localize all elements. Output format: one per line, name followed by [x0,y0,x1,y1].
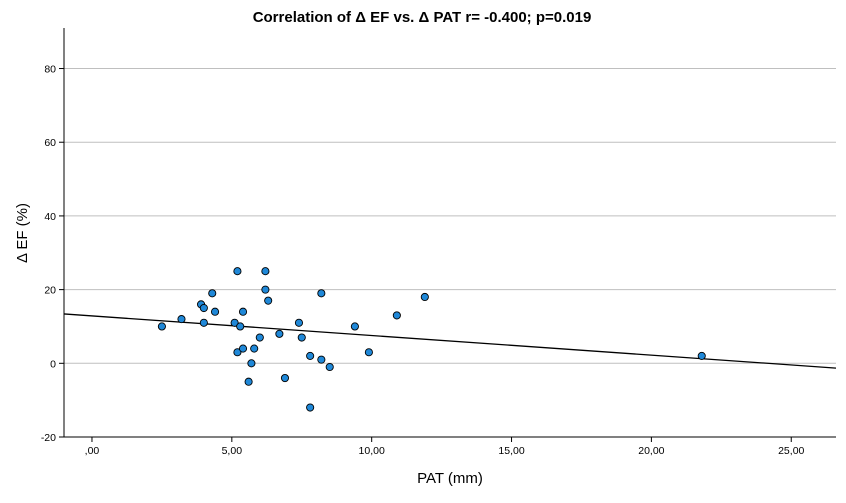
data-point [350,322,359,331]
data-point [325,362,334,372]
data-point [306,403,315,412]
regression-line [63,313,837,369]
y-tick-label: 40 [44,211,56,223]
gridlines [64,68,836,364]
y-tick-label: 60 [44,137,56,149]
data-point [420,292,429,302]
data-point [177,315,186,324]
data-point [294,318,304,327]
data-point [261,285,270,294]
data-point [238,344,248,353]
data-point [199,318,208,327]
axes [63,28,836,438]
data-point [297,333,306,342]
x-tick-label: ,00 [85,445,100,457]
data-point [208,289,217,298]
data-point [317,355,326,364]
data-point [306,351,315,360]
y-tick-label: 20 [44,285,56,297]
x-axis-label: PAT (mm) [417,470,483,487]
x-tick-label: 25,00 [778,445,804,457]
data-point [238,307,248,316]
data-point [199,303,208,313]
data-point [250,344,259,353]
data-point [210,307,220,316]
data-point [697,351,706,360]
data-point [275,329,284,338]
y-tick-label: 80 [44,64,56,76]
data-point [255,333,264,342]
data-point [236,322,245,331]
data-point [392,311,401,320]
data-point [244,377,253,386]
x-tick-label: 10,00 [359,445,385,457]
y-ticks: -20 0 20 40 60 80 [41,64,64,444]
x-ticks: ,00 5,00 10,00 15,00 20,00 25,00 [85,437,805,457]
y-axis-label: Δ EF (%) [14,203,31,263]
data-point [233,348,242,357]
data-points [157,267,706,412]
data-point [233,267,242,276]
x-tick-label: 15,00 [498,445,524,457]
data-point [247,359,256,368]
x-tick-label: 20,00 [638,445,664,457]
data-point [317,289,326,298]
data-point [230,318,239,327]
x-tick-label: 5,00 [222,445,243,457]
data-point [261,267,270,276]
data-point [364,348,373,357]
y-tick-label: -20 [41,432,56,444]
data-point [157,322,166,331]
data-point [280,373,290,383]
data-point [264,296,273,305]
y-tick-label: 0 [50,358,56,370]
chart-title: Correlation of Δ EF vs. Δ PAT r= -0.400;… [253,9,592,26]
